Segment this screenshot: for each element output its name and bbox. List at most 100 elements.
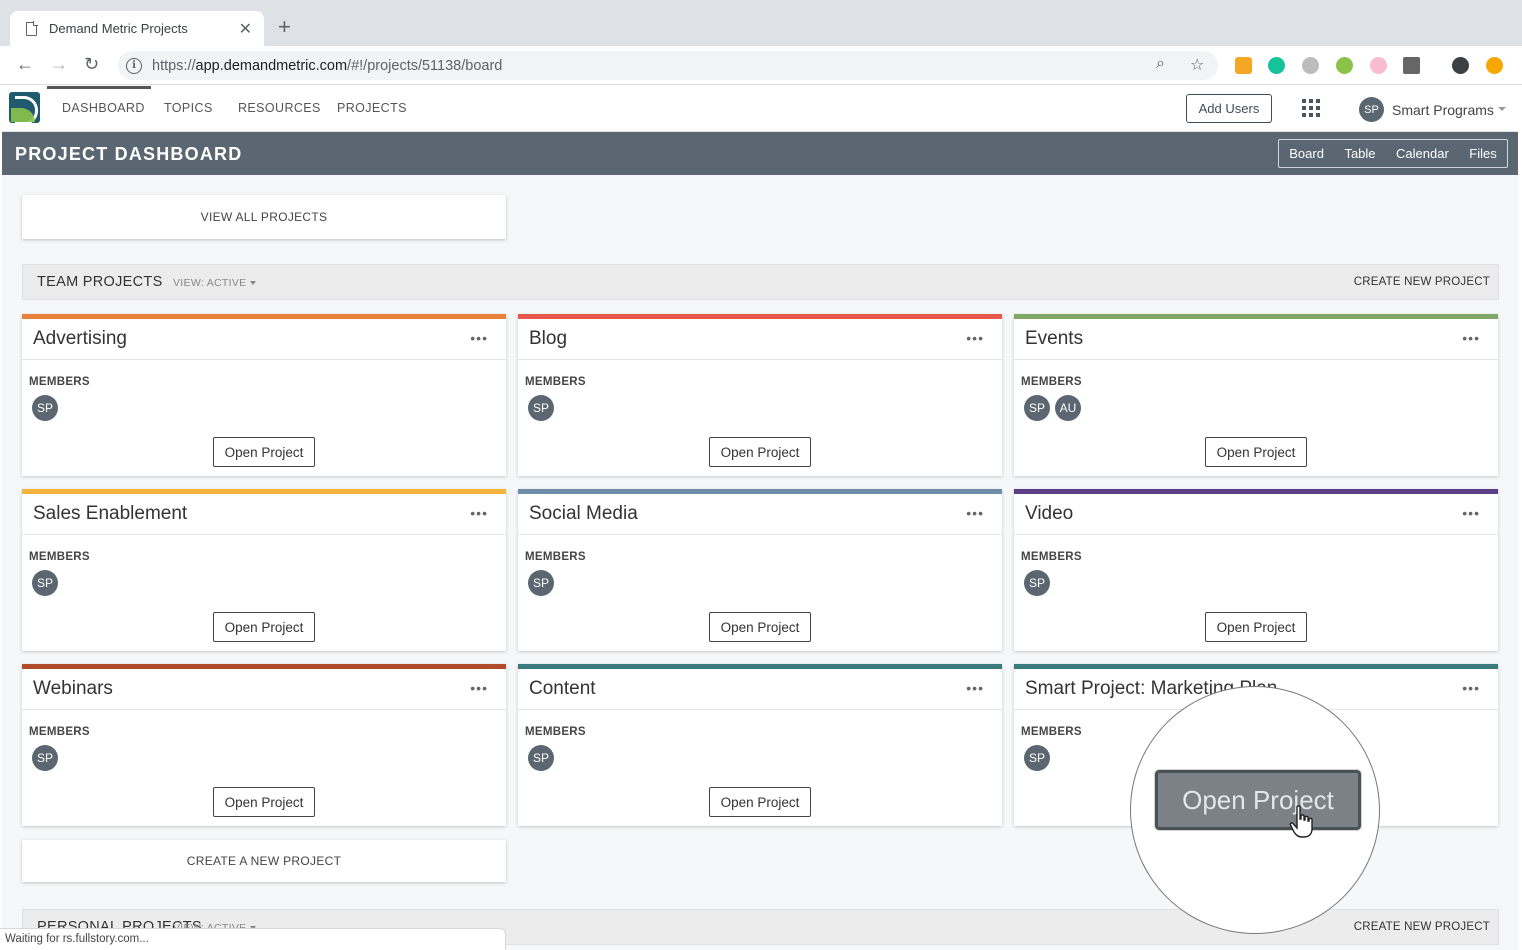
view-table-tab[interactable]: Table	[1344, 146, 1376, 161]
more-options-icon[interactable]: •••	[966, 505, 984, 521]
project-title[interactable]: Webinars	[33, 678, 113, 699]
info-icon[interactable]: i	[126, 57, 142, 74]
open-project-button[interactable]: Open Project	[213, 437, 315, 467]
open-project-button[interactable]: Open Project	[1205, 612, 1307, 642]
project-title[interactable]: Blog	[529, 328, 568, 349]
view-all-projects-button[interactable]: VIEW ALL PROJECTS	[22, 195, 506, 239]
add-users-button[interactable]: Add Users	[1186, 94, 1272, 123]
rss-extension-icon[interactable]	[1235, 57, 1252, 74]
extension-icon[interactable]	[1403, 57, 1420, 74]
magnified-open-project-button[interactable]: Open Project	[1154, 769, 1362, 831]
view-filter-dropdown[interactable]: VIEW: ACTIVE	[173, 277, 256, 289]
apps-grid-icon[interactable]	[1302, 99, 1320, 117]
create-new-project-link[interactable]: CREATE NEW PROJECT	[1353, 921, 1490, 933]
project-card: Advertising ••• MEMBERS SP Open Project	[22, 314, 506, 476]
members-label: MEMBERS	[29, 726, 90, 738]
address-bar[interactable]: i https://app.demandmetric.com/#!/projec…	[118, 51, 1218, 80]
browser-status-bar: Waiting for rs.fullstory.com...	[0, 928, 506, 950]
more-options-icon[interactable]: •••	[1462, 680, 1480, 696]
user-menu[interactable]: Smart Programs	[1392, 102, 1494, 118]
project-card: Blog ••• MEMBERS SP Open Project	[518, 314, 1002, 476]
project-title[interactable]: Events	[1025, 328, 1084, 349]
nav-projects[interactable]: PROJECTS	[337, 101, 407, 115]
member-avatar[interactable]: SP	[1024, 745, 1050, 771]
more-options-icon[interactable]: •••	[1462, 330, 1480, 346]
chevron-down-icon[interactable]	[1498, 107, 1506, 111]
nav-topics[interactable]: TOPICS	[164, 101, 213, 115]
user-avatar[interactable]: SP	[1359, 97, 1384, 122]
more-options-icon[interactable]: •••	[1462, 505, 1480, 521]
dashboard-bar: PROJECT DASHBOARD Board Table Calendar F…	[2, 132, 1518, 175]
grammarly-extension-icon[interactable]	[1268, 57, 1285, 74]
open-project-button[interactable]: Open Project	[1205, 437, 1307, 467]
more-options-icon[interactable]: •••	[470, 680, 488, 696]
back-icon[interactable]: ←	[16, 54, 34, 74]
view-calendar-tab[interactable]: Calendar	[1396, 146, 1449, 161]
profile-icon[interactable]	[1452, 57, 1469, 74]
search-icon[interactable]: ⌕	[1156, 55, 1165, 72]
create-a-new-project-button[interactable]: CREATE A NEW PROJECT	[22, 840, 506, 882]
members-list: SP	[528, 395, 554, 421]
extension-icon[interactable]	[1302, 57, 1319, 74]
member-avatar[interactable]: SP	[528, 570, 554, 596]
members-label: MEMBERS	[1021, 376, 1082, 388]
members-list: SP	[32, 570, 58, 596]
close-icon[interactable]: ✕	[238, 20, 252, 38]
divider	[1014, 359, 1498, 360]
more-options-icon[interactable]: •••	[470, 330, 488, 346]
zoom-magnifier: Open Project	[1130, 686, 1380, 934]
divider	[22, 534, 506, 535]
members-list: SP	[32, 395, 58, 421]
view-board-tab[interactable]: Board	[1289, 146, 1324, 161]
open-project-button[interactable]: Open Project	[709, 437, 811, 467]
project-title[interactable]: Sales Enablement	[33, 503, 188, 524]
url-text[interactable]: https://app.demandmetric.com/#!/projects…	[152, 57, 503, 74]
project-title[interactable]: Content	[529, 678, 596, 699]
members-label: MEMBERS	[525, 726, 586, 738]
tab-title: Demand Metric Projects	[49, 21, 188, 36]
more-options-icon[interactable]: •••	[966, 680, 984, 696]
browser-tab-strip: Demand Metric Projects ✕ +	[0, 0, 1522, 46]
project-card: Video ••• MEMBERS SP Open Project	[1014, 489, 1498, 651]
member-avatar[interactable]: AU	[1055, 395, 1081, 421]
view-files-tab[interactable]: Files	[1469, 146, 1497, 161]
members-label: MEMBERS	[29, 551, 90, 563]
member-avatar[interactable]: SP	[32, 745, 58, 771]
nav-dashboard[interactable]: DASHBOARD	[62, 101, 145, 115]
open-project-button[interactable]: Open Project	[213, 612, 315, 642]
extension-icon[interactable]	[1486, 57, 1503, 74]
project-title[interactable]: Social Media	[529, 503, 638, 524]
star-icon[interactable]: ☆	[1190, 57, 1205, 74]
members-label: MEMBERS	[525, 551, 586, 563]
nav-resources[interactable]: RESOURCES	[238, 101, 321, 115]
project-card: Social Media ••• MEMBERS SP Open Project	[518, 489, 1002, 651]
member-avatar[interactable]: SP	[32, 395, 58, 421]
more-options-icon[interactable]: •••	[966, 330, 984, 346]
open-project-button[interactable]: Open Project	[709, 787, 811, 817]
hand-cursor-icon	[1289, 805, 1313, 838]
open-project-button[interactable]: Open Project	[709, 612, 811, 642]
member-avatar[interactable]: SP	[1024, 395, 1050, 421]
browser-toolbar: ← → ↻ i https://app.demandmetric.com/#!/…	[0, 46, 1522, 85]
member-avatar[interactable]: SP	[528, 745, 554, 771]
members-list: SP	[32, 745, 58, 771]
reload-icon[interactable]: ↻	[84, 54, 100, 74]
project-title[interactable]: Advertising	[33, 328, 127, 349]
project-title[interactable]: Video	[1025, 503, 1074, 524]
project-card: Sales Enablement ••• MEMBERS SP Open Project	[22, 489, 506, 651]
browser-tab[interactable]: Demand Metric Projects ✕	[10, 11, 264, 46]
extension-icon[interactable]	[1370, 57, 1387, 74]
new-tab-icon[interactable]: +	[278, 14, 291, 39]
member-avatar[interactable]: SP	[1024, 570, 1050, 596]
forward-icon[interactable]: →	[50, 54, 68, 74]
active-nav-indicator	[47, 86, 151, 89]
demand-metric-logo[interactable]	[9, 92, 40, 123]
member-avatar[interactable]: SP	[528, 395, 554, 421]
more-options-icon[interactable]: •••	[470, 505, 488, 521]
open-project-button[interactable]: Open Project	[213, 787, 315, 817]
member-avatar[interactable]: SP	[32, 570, 58, 596]
divider	[518, 359, 1002, 360]
members-label: MEMBERS	[1021, 726, 1082, 738]
create-new-project-link[interactable]: CREATE NEW PROJECT	[1353, 276, 1490, 288]
bug-extension-icon[interactable]	[1336, 57, 1353, 74]
